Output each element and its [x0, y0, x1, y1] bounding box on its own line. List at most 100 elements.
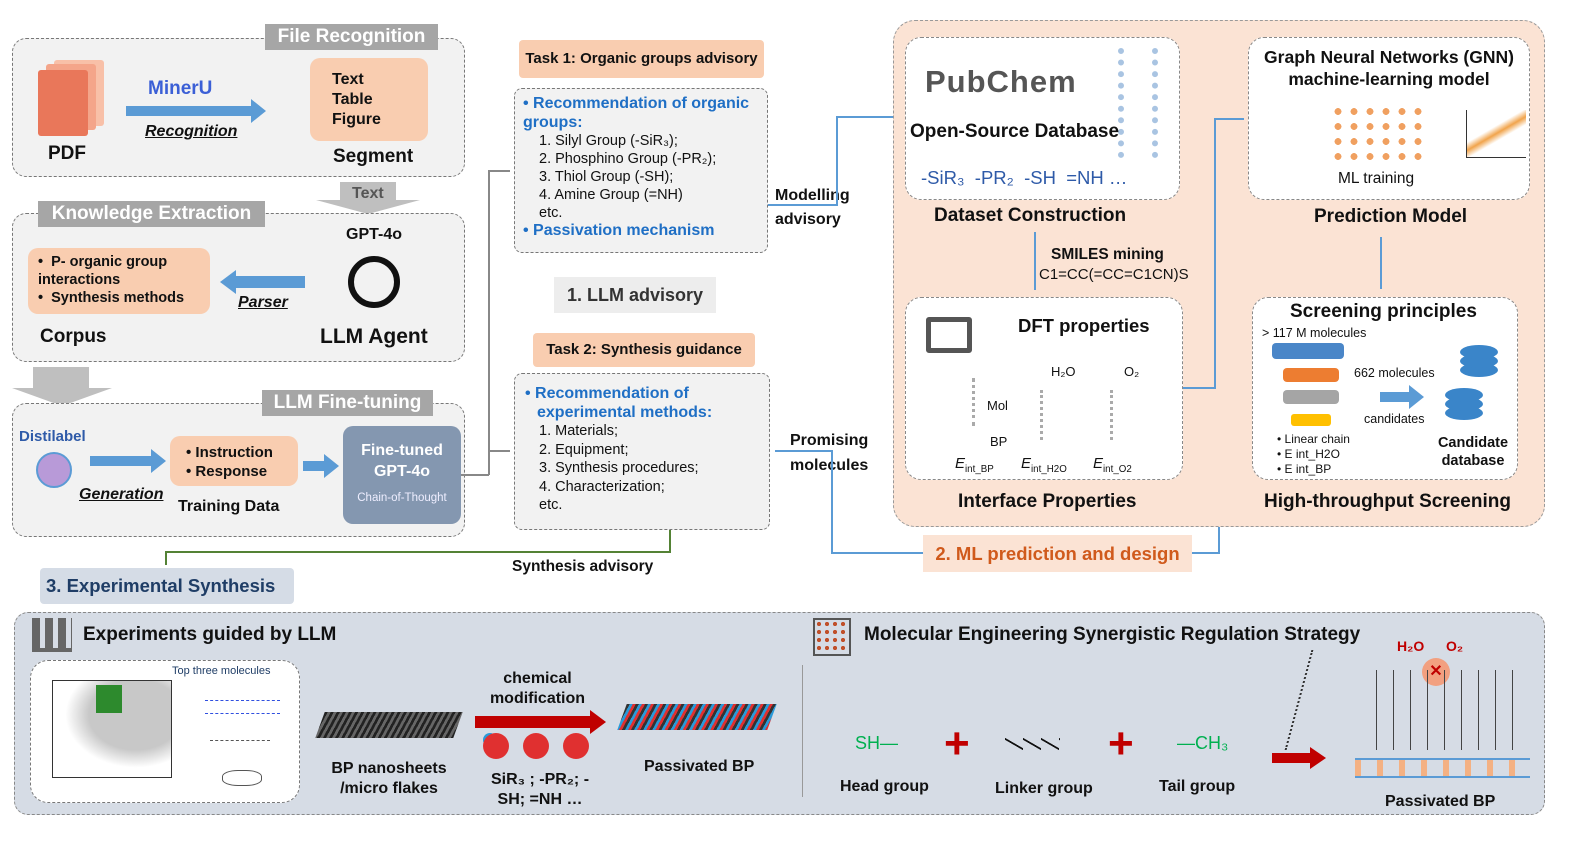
finetune-arrow — [303, 454, 339, 478]
recognition-label: Recognition — [145, 123, 238, 140]
mineru-logo: MinerU — [148, 78, 213, 99]
tail-group-formula: —CH₃ — [1177, 733, 1229, 753]
synthesis-connector — [165, 551, 167, 565]
dft-panel — [905, 297, 1183, 480]
fine-tuned-model-label: Fine-tuned GPT-4o — [361, 442, 443, 480]
smiles-example: C1=CC(=CC=C1CN)S — [1039, 266, 1189, 283]
funnel-icon — [1272, 343, 1344, 359]
e-int-h2o: Eint_H2O — [1021, 455, 1067, 475]
screening-title: Screening principles — [1290, 301, 1477, 322]
connector — [1034, 232, 1036, 290]
criteria-list: • Linear chain • E int_H2O • E int_BP — [1277, 432, 1350, 477]
open-source-label: Open-Source Database — [910, 121, 1120, 142]
connector — [1190, 552, 1220, 554]
functional-groups-label: SiR₃ ; -PR₂; -SH; =NH … — [490, 771, 590, 808]
h2o-label: H₂O — [1397, 638, 1425, 654]
modification-arrowhead — [590, 710, 606, 734]
screening-caption: High-throughput Screening — [1264, 491, 1511, 512]
task2-list: 1. Materials; 2. Equipment; 3. Synthesis… — [523, 422, 761, 515]
funnel-icon — [1283, 368, 1339, 382]
connector — [461, 474, 489, 476]
training-item: • Response — [186, 463, 268, 480]
linker-chain-icon — [1005, 738, 1060, 750]
passivated-bp-image — [617, 704, 777, 730]
connector — [488, 450, 510, 452]
gnn-title: Graph Neural Networks (GNN) machine-lear… — [1264, 47, 1514, 89]
smiles-title: SMILES mining — [1051, 246, 1164, 263]
modification-arrow — [475, 716, 590, 728]
head-group-label: Head group — [840, 778, 929, 795]
recognition-arrow — [126, 99, 266, 123]
head-group-formula: SH— — [855, 733, 899, 753]
distilabel-label: Distilabel — [19, 428, 86, 445]
parser-label: Parser — [238, 294, 288, 311]
segment-figure: Figure — [332, 111, 381, 128]
divider — [802, 665, 803, 797]
molecule-count: 662 molecules — [1354, 366, 1435, 380]
result-arrow — [1272, 753, 1310, 763]
candidates-arrow — [1380, 385, 1424, 409]
criterion: • E int_BP — [1277, 462, 1332, 476]
funnel-icon — [1283, 390, 1339, 404]
task1-title: Task 1: Organic groups advisory — [519, 40, 764, 78]
task1-item: 2. Phosphino Group (-PR₂); — [539, 151, 717, 167]
molecule-chain-icon — [1040, 390, 1048, 440]
e-int-bp: Eint_BP — [955, 455, 994, 475]
task2-item: 1. Materials; — [539, 423, 618, 439]
bp-nanosheet-label: BP nanosheets /micro flakes — [331, 760, 447, 797]
molecule-chain-icon — [1110, 390, 1118, 440]
chemical-modification-label: chemical modification — [489, 670, 586, 707]
molecular-strategy-title: Molecular Engineering Synergistic Regula… — [864, 624, 1361, 645]
task2-item: 2. Equipment; — [539, 441, 629, 458]
top-three-label: Top three molecules — [172, 665, 271, 677]
criterion: • E int_H2O — [1277, 447, 1340, 461]
computer-icon — [926, 317, 972, 353]
scatter-plot-icon — [1466, 110, 1526, 158]
task2-item: etc. — [539, 497, 563, 513]
functional-groups: -SiR₃ -PR₂ -SH =NH … — [921, 167, 1128, 188]
connector — [836, 116, 898, 118]
parser-arrow — [235, 276, 305, 288]
task1-panel: • Recommendation of organic groups: 1. S… — [514, 88, 768, 253]
text-flow-label: Text — [352, 185, 384, 202]
connector — [831, 450, 833, 553]
e-int-o2: Eint_O2 — [1093, 455, 1132, 475]
dft-caption: Interface Properties — [958, 491, 1137, 512]
parser-arrowhead — [220, 270, 236, 294]
plus-icon: + — [1108, 719, 1134, 768]
connector — [1214, 118, 1244, 120]
molecule-structure-icon — [210, 740, 270, 742]
training-item: • Instruction — [186, 444, 273, 461]
openai-icon — [348, 256, 400, 308]
generation-label: Generation — [79, 486, 164, 503]
passivated-bp-label: Passivated BP — [644, 758, 755, 775]
criterion: • Linear chain — [1277, 432, 1350, 446]
generation-arrow — [90, 449, 166, 473]
bp-label: BP — [990, 434, 1008, 449]
h2o-label: H₂O — [1051, 364, 1076, 379]
modelling-advisory-label: Modelling advisory — [775, 187, 850, 228]
exp-section-label: 3. Experimental Synthesis — [40, 568, 294, 604]
fine-tuning-title: LLM Fine-tuning — [262, 390, 433, 416]
training-data-box: • Instruction • Response — [170, 436, 298, 486]
molecule-ball-icon — [483, 733, 509, 759]
passivated-chains-icon — [1360, 670, 1525, 750]
connector — [1218, 527, 1220, 554]
task1-item: 3. Thiol Group (-SH); — [539, 169, 674, 185]
segment-label: Segment — [333, 146, 414, 167]
down-arrow — [33, 367, 89, 389]
pdf-icon — [38, 70, 88, 136]
dataset-panel — [905, 37, 1180, 200]
synthesis-connector — [165, 551, 671, 553]
result-arrowhead — [1310, 747, 1326, 769]
task1-item: 1. Silyl Group (-SiR₃); — [539, 133, 678, 149]
green-region — [96, 685, 122, 713]
text-down-arrowhead — [316, 200, 420, 214]
linker-group-label: Linker group — [995, 780, 1093, 797]
neural-network-icon — [1330, 104, 1425, 164]
bp-lattice-icon — [1355, 758, 1530, 778]
input-count: > 117 M molecules — [1262, 326, 1367, 340]
database-icon — [1445, 388, 1483, 402]
task1-item: etc. — [539, 205, 563, 221]
llm-advisory-label: 1. LLM advisory — [554, 277, 716, 313]
